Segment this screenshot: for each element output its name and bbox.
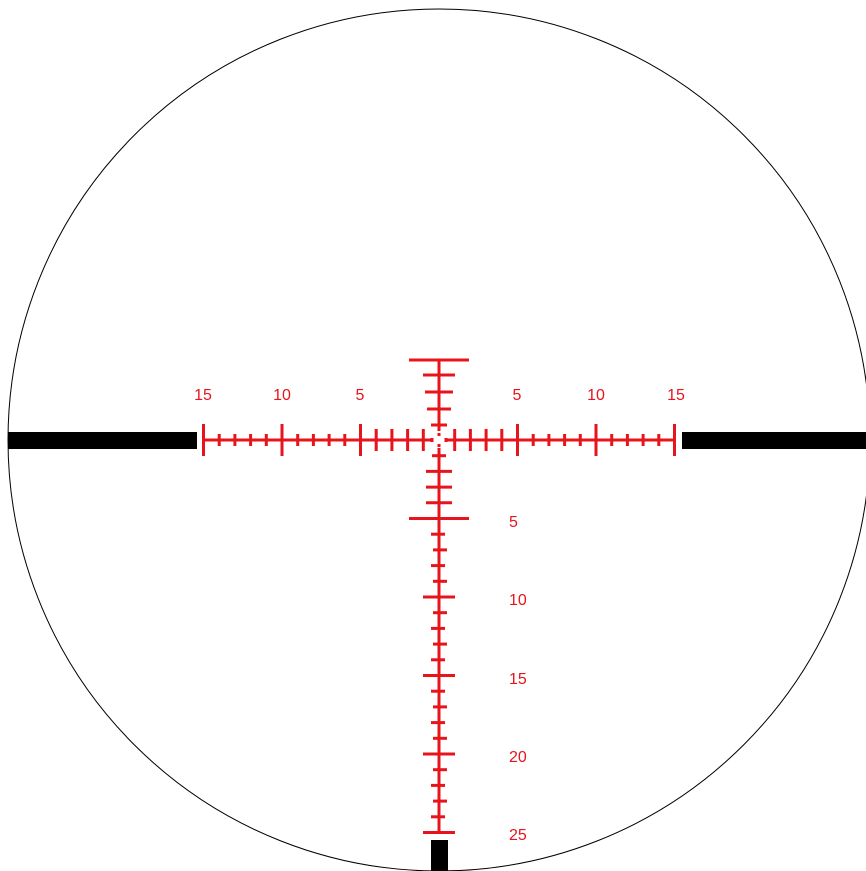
label-left-10: 10 (273, 387, 291, 404)
label-left-15: 15 (194, 387, 212, 404)
right-post (682, 432, 866, 449)
label-right-5: 5 (513, 387, 522, 404)
label-down-20: 20 (509, 749, 527, 766)
label-right-10: 10 (587, 387, 605, 404)
label-down-15: 15 (509, 671, 527, 688)
label-down-5: 5 (509, 514, 518, 531)
label-down-25: 25 (509, 827, 527, 844)
label-right-15: 15 (667, 387, 685, 404)
left-post (8, 432, 197, 449)
label-down-10: 10 (509, 592, 527, 609)
bottom-post (431, 840, 448, 871)
label-left-5: 5 (356, 387, 365, 404)
